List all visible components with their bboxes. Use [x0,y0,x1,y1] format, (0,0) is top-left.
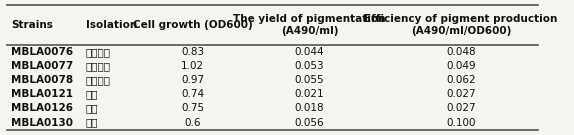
Text: 0.75: 0.75 [181,104,204,114]
Text: Cell growth (OD600): Cell growth (OD600) [133,20,253,30]
Text: 0.049: 0.049 [447,61,476,71]
Text: 항조: 항조 [86,89,98,99]
Text: 0.021: 0.021 [295,89,324,99]
Text: 0.056: 0.056 [295,118,324,128]
Text: Strains: Strains [11,20,53,30]
Text: 항조: 항조 [86,104,98,114]
Text: 0.053: 0.053 [295,61,324,71]
Text: 0.027: 0.027 [447,89,476,99]
Text: Efficiency of pigment production
(A490/ml/OD600): Efficiency of pigment production (A490/m… [364,14,558,36]
Text: MBLA0130: MBLA0130 [11,118,73,128]
Text: 갯벌시료: 갯벌시료 [86,47,111,57]
Text: 0.055: 0.055 [295,75,324,85]
Text: 항조: 항조 [86,118,98,128]
Text: 1.02: 1.02 [181,61,204,71]
Text: MBLA0077: MBLA0077 [11,61,73,71]
Text: MBLA0121: MBLA0121 [11,89,73,99]
Text: 0.048: 0.048 [447,47,476,57]
Text: 0.027: 0.027 [447,104,476,114]
Text: 0.062: 0.062 [447,75,476,85]
Text: 0.97: 0.97 [181,75,204,85]
Text: MBLA0078: MBLA0078 [11,75,73,85]
Text: 0.6: 0.6 [184,118,201,128]
Text: The yield of pigmentation
(A490/ml): The yield of pigmentation (A490/ml) [234,14,386,36]
Text: MBLA0126: MBLA0126 [11,104,73,114]
Text: MBLA0076: MBLA0076 [11,47,73,57]
Text: 0.74: 0.74 [181,89,204,99]
Text: Isolation: Isolation [86,20,137,30]
Text: 0.044: 0.044 [295,47,324,57]
Text: 0.83: 0.83 [181,47,204,57]
Text: 0.018: 0.018 [295,104,324,114]
Text: 0.100: 0.100 [447,118,476,128]
Text: 갯벌시료: 갯벌시료 [86,61,111,71]
Text: 해수시료: 해수시료 [86,75,111,85]
